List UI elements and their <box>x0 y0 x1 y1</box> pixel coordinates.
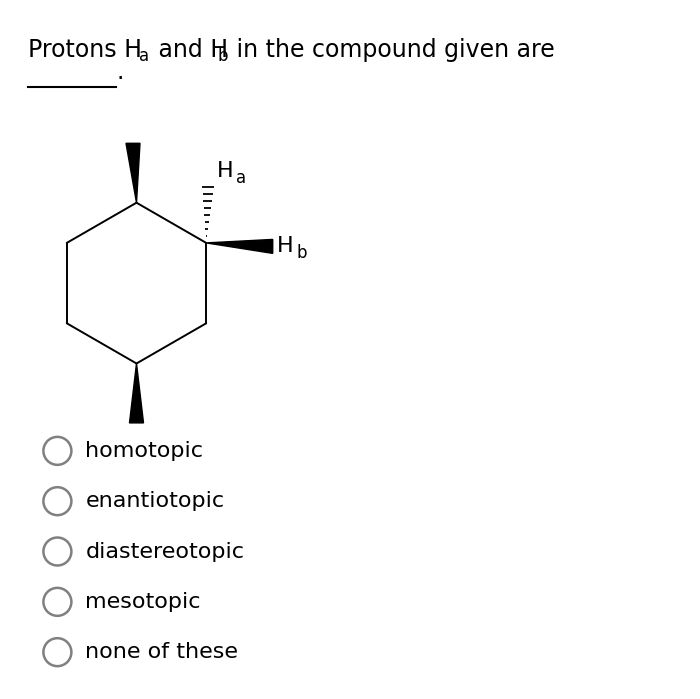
Text: mesotopic: mesotopic <box>85 592 201 612</box>
Text: homotopic: homotopic <box>85 441 204 461</box>
Text: b: b <box>297 245 307 262</box>
Text: none of these: none of these <box>85 642 239 662</box>
Text: H: H <box>217 161 233 182</box>
Text: enantiotopic: enantiotopic <box>85 491 225 511</box>
Text: and H: and H <box>150 38 228 62</box>
Text: Protons H: Protons H <box>28 38 142 62</box>
Text: in the compound given are: in the compound given are <box>229 38 554 62</box>
Text: H: H <box>277 236 293 257</box>
Polygon shape <box>126 143 140 203</box>
Polygon shape <box>130 363 144 423</box>
Text: a: a <box>237 169 246 187</box>
Polygon shape <box>206 239 273 254</box>
Text: .: . <box>117 60 125 84</box>
Text: a: a <box>139 47 148 65</box>
Text: b: b <box>217 47 228 65</box>
Text: diastereotopic: diastereotopic <box>85 542 244 561</box>
